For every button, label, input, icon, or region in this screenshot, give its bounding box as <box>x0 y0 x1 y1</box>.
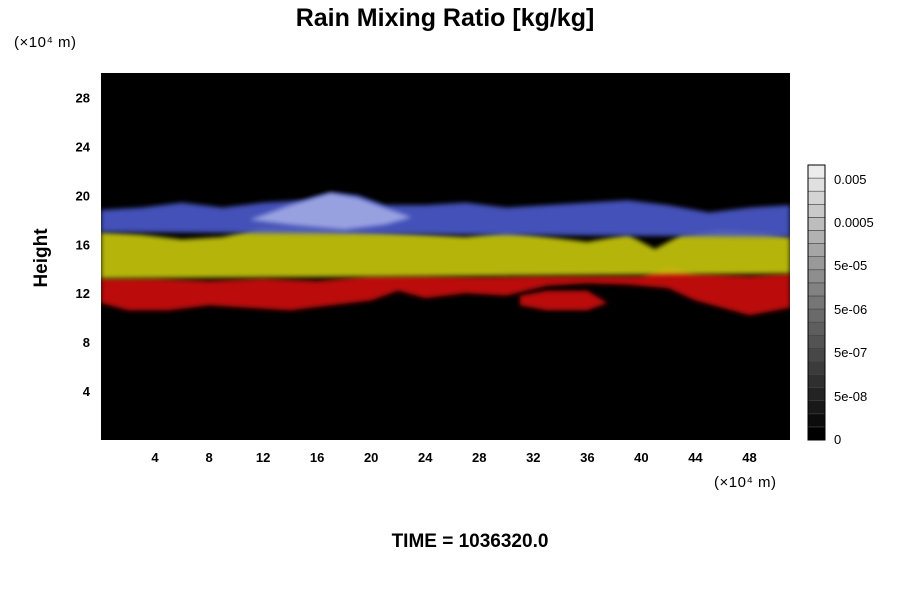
colorbar-cell <box>807 295 826 310</box>
colorbar-tick-label: 5e-06 <box>834 302 867 317</box>
x-tick-label: 28 <box>472 450 486 465</box>
y-tick-label: 8 <box>83 335 90 350</box>
colorbar-cell <box>807 334 826 349</box>
x-unit-label: (×10⁴ m) <box>714 474 777 491</box>
x-tick-label: 44 <box>688 450 703 465</box>
y-tick-label: 28 <box>76 90 90 105</box>
colorbar-tick-label: 5e-05 <box>834 258 867 273</box>
y-tick-label: 16 <box>76 237 90 252</box>
colorbar-cell <box>807 426 826 441</box>
colorbar-tick-label: 0.0005 <box>834 215 874 230</box>
colorbar-cell <box>807 243 826 257</box>
colorbar-cell <box>807 282 826 297</box>
rain-layer-1 <box>101 227 790 279</box>
y-tick-label: 20 <box>76 188 90 203</box>
colorbar-cell <box>807 374 826 388</box>
x-tick-label: 32 <box>526 450 540 465</box>
colorbar-cell <box>807 361 826 375</box>
x-tick-label: 4 <box>151 450 159 465</box>
colorbar-tick-label: 5e-07 <box>834 345 867 360</box>
x-tick-label: 36 <box>580 450 594 465</box>
chart-title: Rain Mixing Ratio [kg/kg] <box>295 4 595 32</box>
time-label: TIME = 1036320.0 <box>391 531 549 552</box>
y-unit-label: (×10⁴ m) <box>14 34 77 51</box>
x-tick-label: 20 <box>364 450 378 465</box>
colorbar-cell <box>807 321 826 336</box>
colorbar-cell <box>807 217 826 231</box>
colorbar-cell <box>807 269 826 284</box>
y-tick-label: 24 <box>76 139 91 154</box>
colorbar-cell <box>807 348 826 362</box>
colorbar-tick-label: 0.005 <box>834 172 867 187</box>
colorbar-cell <box>807 413 826 428</box>
x-tick-label: 12 <box>256 450 270 465</box>
colorbar-cell <box>807 190 826 205</box>
colorbar-cell <box>807 230 826 244</box>
colorbar-cell <box>807 203 826 218</box>
colorbar-cell <box>807 308 826 323</box>
x-tick-label: 48 <box>742 450 756 465</box>
x-tick-label: 8 <box>205 450 212 465</box>
rain-layer-2 <box>101 192 790 237</box>
colorbar-cell <box>807 387 826 402</box>
x-tick-label: 40 <box>634 450 648 465</box>
rain-layer-3 <box>249 192 412 230</box>
y-tick-label: 4 <box>83 384 91 399</box>
colorbar-tick-label: 5e-08 <box>834 389 867 404</box>
colorbar-cell <box>807 164 826 179</box>
rain-layer-0 <box>101 266 790 316</box>
colorbar-cell <box>807 256 826 271</box>
x-tick-label: 16 <box>310 450 324 465</box>
y-tick-label: 12 <box>76 286 90 301</box>
rain-layer-4 <box>519 290 608 311</box>
colorbar-tick-label: 0 <box>834 432 841 447</box>
colorbar-frame <box>807 164 826 441</box>
colorbar-cell <box>807 177 826 192</box>
x-tick-label: 24 <box>418 450 433 465</box>
colorbar-cell <box>807 400 826 415</box>
